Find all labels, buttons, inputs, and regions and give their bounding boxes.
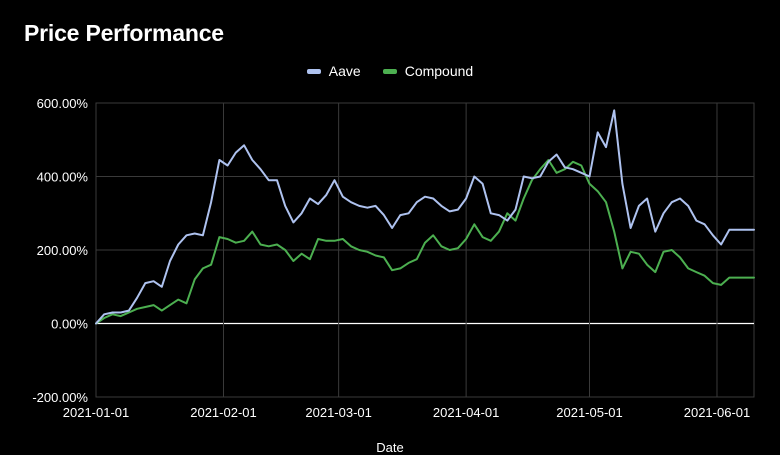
series-line-compound	[95, 159, 755, 325]
legend-item-aave[interactable]: Aave	[306, 63, 361, 79]
y-tick-label: 600.00%	[37, 96, 89, 111]
x-tick-label: 2021-05-01	[556, 405, 623, 420]
series-line-aave	[95, 109, 755, 325]
legend-item-compound[interactable]: Compound	[382, 63, 474, 79]
y-tick-label: 0.00%	[51, 317, 88, 332]
x-tick-label: 2021-06-01	[684, 405, 751, 420]
legend-label-aave: Aave	[328, 63, 361, 79]
legend-label-compound: Compound	[404, 63, 474, 79]
x-tick-label: 2021-03-01	[305, 405, 372, 420]
y-tick-label: 200.00%	[37, 243, 89, 258]
y-tick-label: -200.00%	[32, 390, 88, 405]
x-tick-label: 2021-01-01	[63, 405, 130, 420]
x-axis-label: Date	[376, 440, 404, 455]
legend: Aave Compound	[0, 63, 780, 79]
legend-swatch-compound	[382, 68, 397, 74]
chart-title: Price Performance	[24, 20, 224, 46]
x-tick-label: 2021-02-01	[190, 405, 257, 420]
legend-swatch-aave	[306, 68, 321, 74]
x-tick-label: 2021-04-01	[433, 405, 500, 420]
y-tick-label: 400.00%	[37, 170, 89, 185]
